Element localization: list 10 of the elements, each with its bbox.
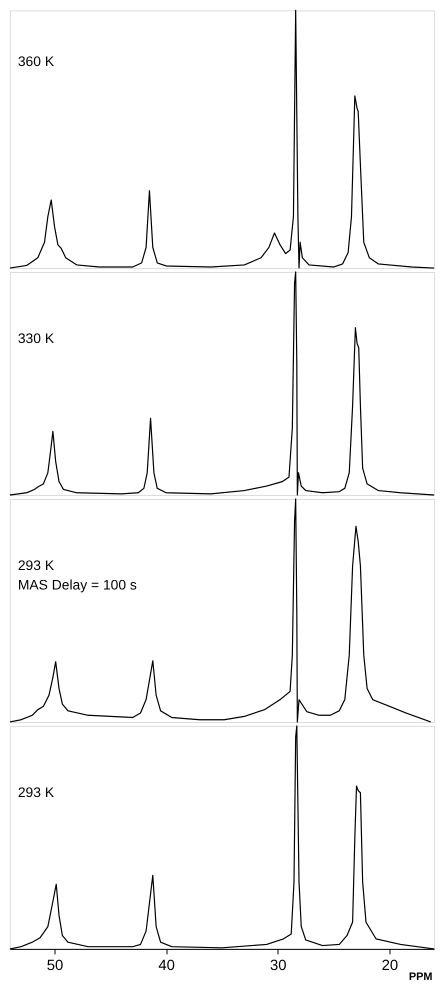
- text: 330 K: [18, 330, 55, 346]
- x-tick-label: 30: [270, 958, 287, 974]
- x-tick-label: 40: [158, 958, 175, 974]
- x-tick-label: 20: [382, 958, 398, 974]
- x-axis-title: PPM: [408, 971, 432, 984]
- text: 360 K: [18, 52, 55, 69]
- text: 293 K: [18, 556, 55, 573]
- annotation: MAS Delay = 100 s: [18, 576, 137, 593]
- text: 293 K: [18, 784, 55, 800]
- x-tick-label: 50: [46, 958, 64, 974]
